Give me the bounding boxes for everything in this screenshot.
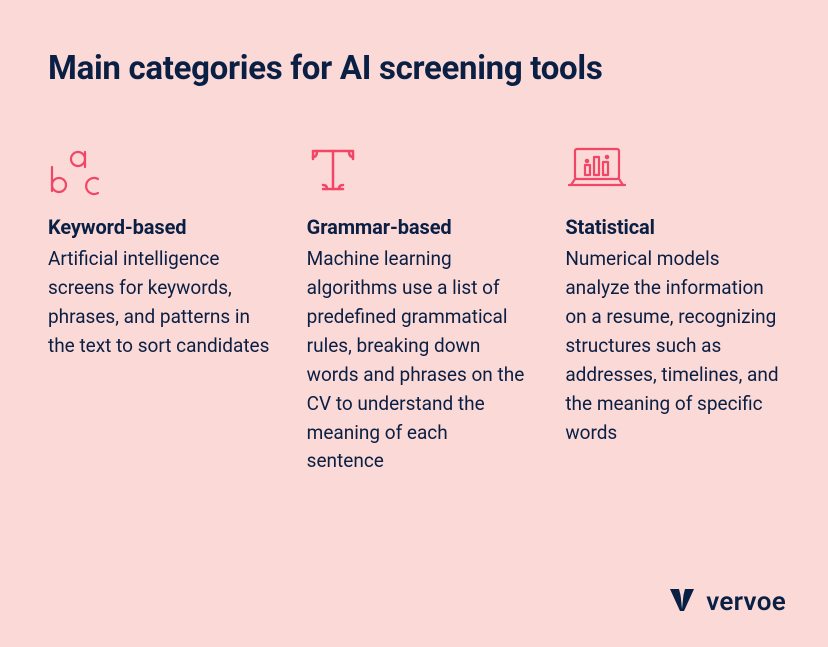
column-heading: Keyword-based: [48, 215, 271, 239]
brand-logo-icon: [668, 587, 696, 617]
column-keyword: Keyword-based Artificial intelligence sc…: [48, 143, 271, 476]
column-description: Artificial intelligence screens for keyw…: [48, 245, 271, 361]
column-heading: Statistical: [565, 215, 788, 239]
letters-abc-icon: [48, 143, 271, 207]
brand-footer: vervoe: [668, 587, 786, 617]
infographic-canvas: Main categories for AI screening tools K…: [0, 0, 828, 647]
typography-t-icon: [307, 143, 530, 207]
laptop-chart-icon: [565, 143, 788, 207]
page-title: Main categories for AI screening tools: [48, 48, 788, 89]
column-grammar: Grammar-based Machine learning algorithm…: [307, 143, 530, 476]
column-description: Numerical models analyze the information…: [565, 245, 788, 447]
brand-name: vervoe: [706, 587, 786, 617]
columns-row: Keyword-based Artificial intelligence sc…: [48, 143, 788, 476]
column-statistical: Statistical Numerical models analyze the…: [565, 143, 788, 476]
column-heading: Grammar-based: [307, 215, 530, 239]
column-description: Machine learning algorithms use a list o…: [307, 245, 530, 476]
